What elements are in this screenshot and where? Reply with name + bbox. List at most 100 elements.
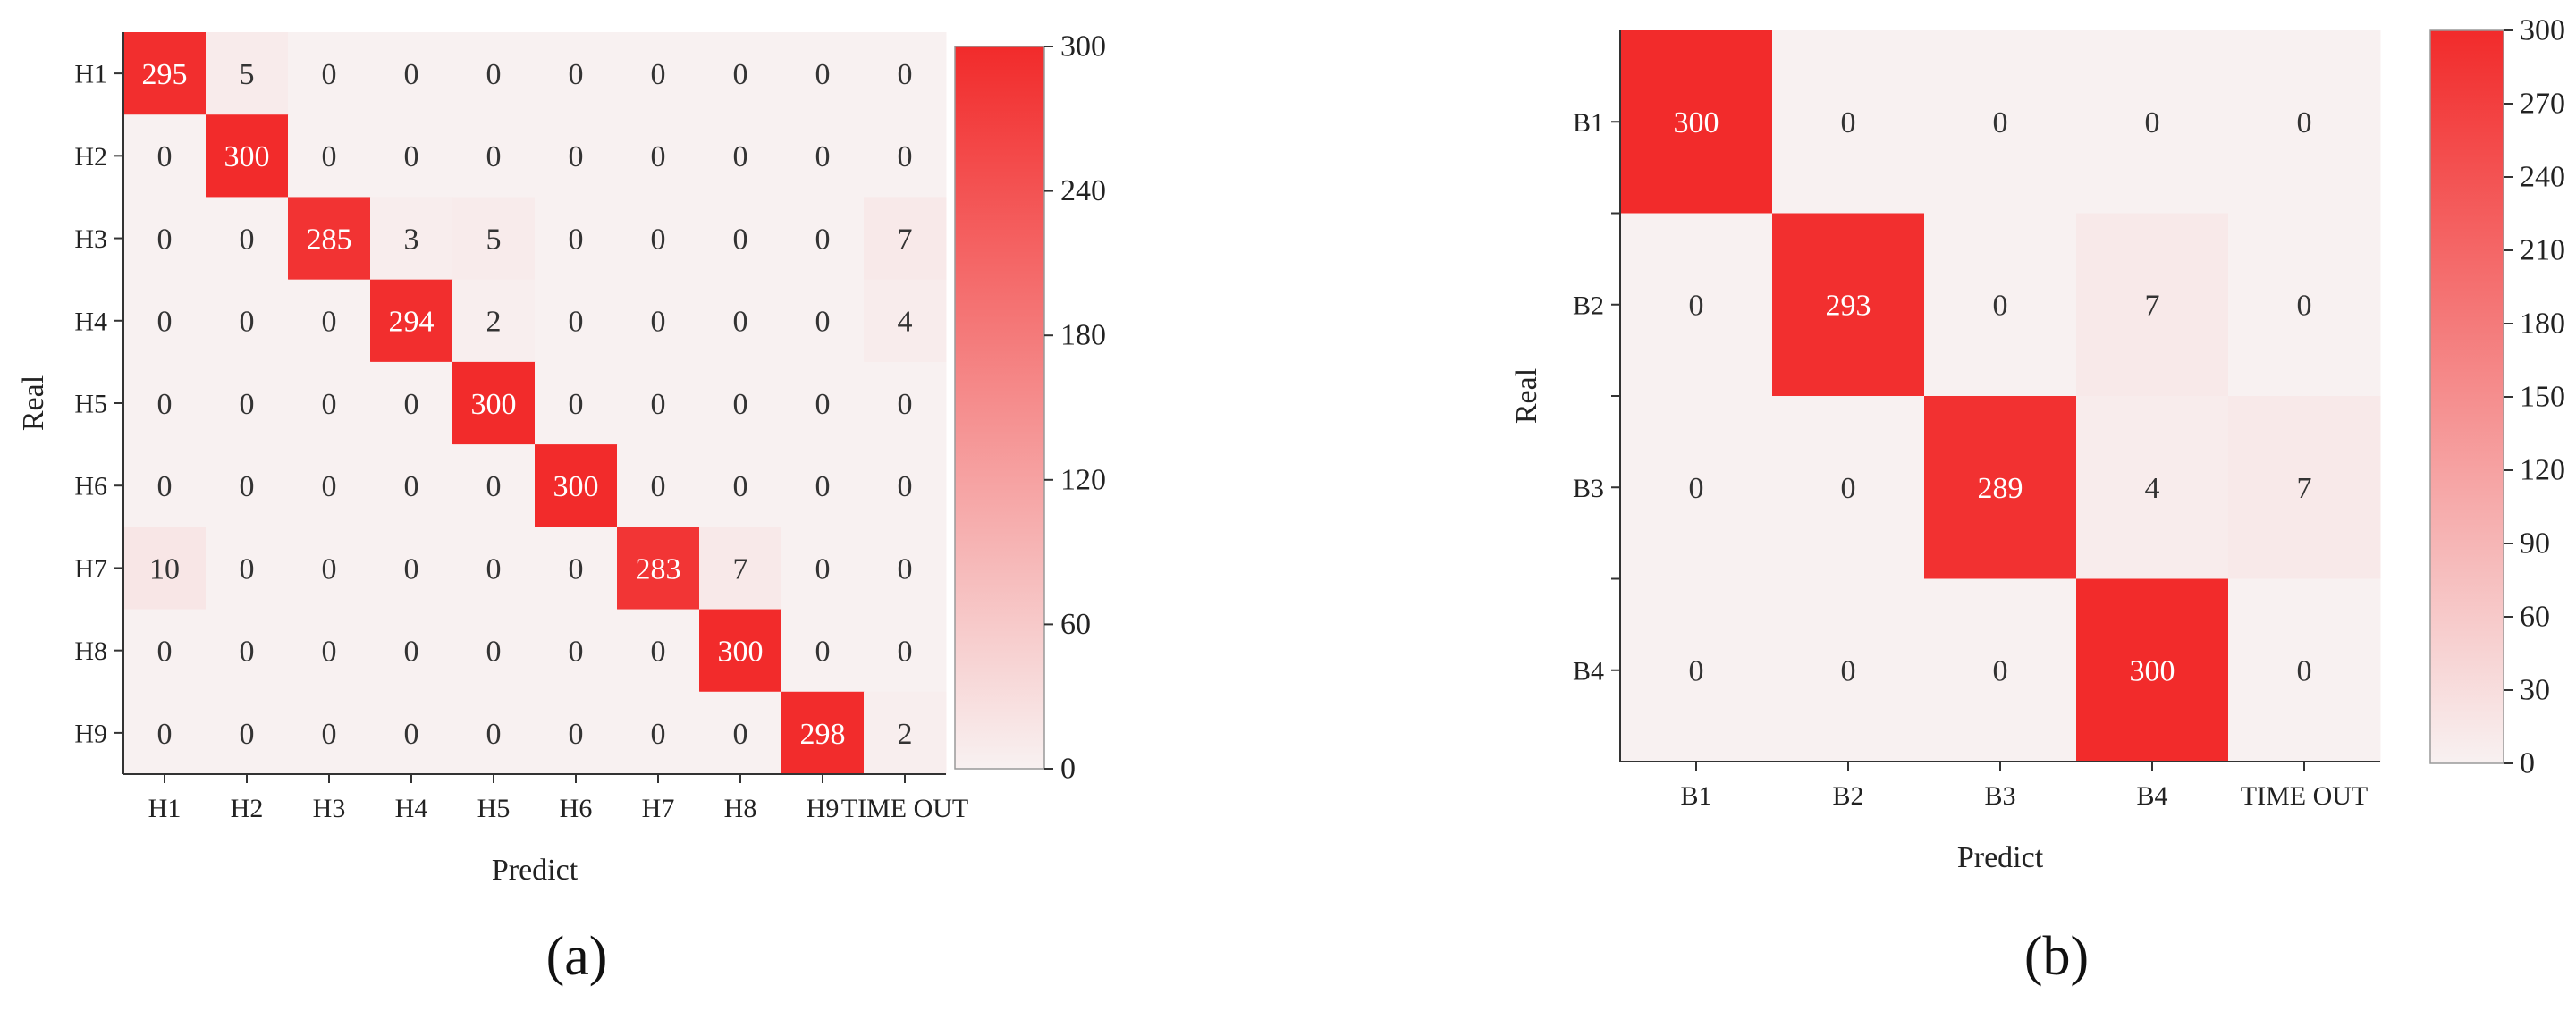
cell-value-label: 0 xyxy=(486,552,502,586)
cell-value-label: 0 xyxy=(1993,290,2008,323)
cell-value-label: 0 xyxy=(322,470,337,503)
cell-value-label: 10 xyxy=(149,552,180,586)
x-tick-label: H5 xyxy=(477,794,511,823)
cell-value-label: 0 xyxy=(240,636,255,669)
heatmap-cell xyxy=(617,361,700,445)
heatmap-cell xyxy=(864,32,947,115)
heatmap-cell xyxy=(781,279,865,363)
colorbar-tick-label: 180 xyxy=(2520,308,2565,341)
x-tick-label: B4 xyxy=(2136,781,2167,811)
cell-value-label: 283 xyxy=(636,552,681,586)
colorbar-tick-label: 0 xyxy=(2520,747,2535,780)
heatmap-cell xyxy=(370,444,453,527)
cell-value-label: 0 xyxy=(815,223,831,256)
heatmap-cell xyxy=(535,444,618,527)
cell-value-label: 0 xyxy=(240,306,255,339)
cell-value-label: 0 xyxy=(733,306,748,339)
x-tick-label: H1 xyxy=(148,794,182,823)
x-tick-label: TIME OUT xyxy=(841,794,968,823)
x-axis-label: Predict xyxy=(1957,841,2044,874)
heatmap-cell xyxy=(1924,578,2077,762)
y-tick-label: H5 xyxy=(74,390,107,419)
cell-value-label: 0 xyxy=(486,58,502,91)
cell-value-label: 0 xyxy=(651,388,666,421)
cell-value-label: 0 xyxy=(815,552,831,586)
cell-value-label: 0 xyxy=(651,223,666,256)
heatmap-cell xyxy=(617,114,700,198)
cell-value-label: 0 xyxy=(898,140,913,173)
heatmap-cell xyxy=(370,527,453,611)
cell-value-label: 0 xyxy=(322,306,337,339)
cell-value-label: 300 xyxy=(718,636,764,669)
colorbar-tick-label: 0 xyxy=(1060,753,1076,786)
cell-value-label: 300 xyxy=(553,470,599,503)
heatmap-cell xyxy=(370,32,453,115)
heatmap-cell xyxy=(1924,30,2077,214)
cell-value-label: 0 xyxy=(157,718,173,751)
y-axis-label: Real xyxy=(1510,368,1543,424)
heatmap-cell xyxy=(2228,30,2381,214)
y-tick-label: H1 xyxy=(74,60,107,89)
heatmap-cell xyxy=(123,32,207,115)
cell-value-label: 0 xyxy=(1841,106,1856,139)
cell-value-label: 0 xyxy=(240,470,255,503)
x-tick-label: H6 xyxy=(560,794,593,823)
colorbar-tick-label: 60 xyxy=(2520,601,2550,634)
heatmap-cell xyxy=(288,32,371,115)
heatmap-cell xyxy=(1924,396,2077,579)
colorbar-tick-label: 120 xyxy=(2520,454,2565,487)
cell-value-label: 0 xyxy=(569,718,584,751)
cell-value-label: 5 xyxy=(240,58,255,91)
heatmap-cell xyxy=(1772,578,1925,762)
heatmap-cell xyxy=(781,527,865,611)
cell-value-label: 0 xyxy=(404,552,419,586)
heatmap-cell xyxy=(617,691,700,775)
heatmap-cell xyxy=(288,527,371,611)
heatmap-cell xyxy=(2076,578,2229,762)
cell-value-label: 0 xyxy=(240,552,255,586)
cell-value-label: 0 xyxy=(404,388,419,421)
cell-value-label: 295 xyxy=(142,58,188,91)
cell-value-label: 0 xyxy=(733,388,748,421)
heatmap-cell xyxy=(617,527,700,611)
heatmap-cell xyxy=(2076,213,2229,397)
cell-value-label: 0 xyxy=(651,470,666,503)
cell-value-label: 0 xyxy=(157,306,173,339)
cell-value-label: 0 xyxy=(157,388,173,421)
colorbar xyxy=(954,46,1045,770)
heatmap-cell xyxy=(288,114,371,198)
cell-value-label: 300 xyxy=(2130,655,2175,688)
cell-value-label: 0 xyxy=(815,58,831,91)
cell-value-label: 0 xyxy=(1689,655,1704,688)
colorbar-tick-label: 180 xyxy=(1060,319,1106,352)
heatmap-cell xyxy=(206,527,289,611)
x-tick-label: TIME OUT xyxy=(2241,781,2368,811)
cell-value-label: 0 xyxy=(157,636,173,669)
heatmap-cell xyxy=(699,527,782,611)
heatmap-cell xyxy=(1620,578,1773,762)
cell-value-label: 298 xyxy=(800,718,846,751)
cell-value-label: 285 xyxy=(307,223,352,256)
heatmap-cell xyxy=(452,444,536,527)
cell-value-label: 0 xyxy=(1689,290,1704,323)
cell-value-label: 0 xyxy=(733,58,748,91)
colorbar-tick-label: 210 xyxy=(2520,234,2565,267)
cell-value-label: 300 xyxy=(471,388,517,421)
cell-value-label: 0 xyxy=(240,388,255,421)
heatmap-cell xyxy=(535,609,618,693)
heatmap-cell xyxy=(864,114,947,198)
cell-value-label: 0 xyxy=(898,470,913,503)
cell-value-label: 0 xyxy=(404,58,419,91)
colorbar-tick-label: 30 xyxy=(2520,674,2550,707)
heatmap-cell xyxy=(1924,213,2077,397)
cell-value-label: 0 xyxy=(651,718,666,751)
heatmap-cell xyxy=(864,279,947,363)
heatmap-cell xyxy=(864,527,947,611)
heatmap-cell xyxy=(370,279,453,363)
cell-value-label: 4 xyxy=(2145,472,2160,505)
x-tick-label: B1 xyxy=(1680,781,1711,811)
cell-value-label: 0 xyxy=(404,470,419,503)
heatmap-cell xyxy=(123,527,207,611)
x-axis-label: Predict xyxy=(492,854,579,887)
y-tick-label: H7 xyxy=(74,554,107,584)
